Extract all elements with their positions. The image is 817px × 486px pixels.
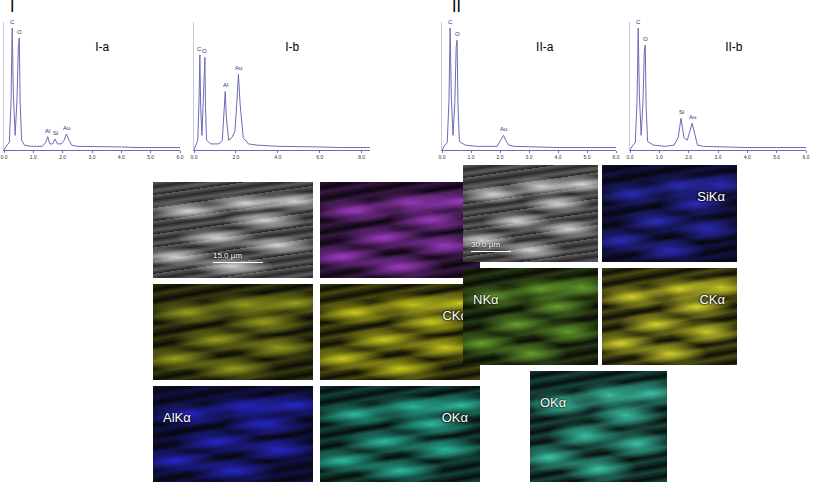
svg-text:O: O — [17, 29, 22, 35]
svg-text:1.0: 1.0 — [656, 154, 663, 160]
svg-text:Si: Si — [53, 130, 58, 136]
svg-text:2.0: 2.0 — [232, 154, 239, 160]
svg-text:Si: Si — [679, 109, 684, 115]
svg-text:8.0: 8.0 — [358, 154, 365, 160]
html-text:OKα: OKα — [441, 410, 468, 425]
svg-text:II-b: II-b — [725, 40, 743, 54]
svg-text:C: C — [197, 46, 202, 52]
svg-text:5.0: 5.0 — [147, 154, 154, 160]
svg-text:2.0: 2.0 — [59, 154, 66, 160]
svg-text:2.0: 2.0 — [497, 154, 504, 160]
svg-text:6.0: 6.0 — [316, 154, 323, 160]
svg-text:O: O — [202, 48, 207, 54]
svg-text:4.0: 4.0 — [118, 154, 125, 160]
svg-text:3.0: 3.0 — [89, 154, 96, 160]
svg-text:1.0: 1.0 — [30, 154, 37, 160]
svg-text:5.0: 5.0 — [584, 154, 591, 160]
svg-text:6.0: 6.0 — [177, 154, 184, 160]
svg-text:6.0: 6.0 — [803, 154, 810, 160]
svg-text:O: O — [643, 36, 648, 42]
svg-text:I-a: I-a — [95, 40, 109, 54]
svg-text:4.0: 4.0 — [274, 154, 281, 160]
svg-text:Au: Au — [500, 126, 507, 132]
svg-text:C: C — [636, 19, 641, 25]
svg-text:6.0: 6.0 — [613, 154, 620, 160]
svg-text:3.0: 3.0 — [526, 154, 533, 160]
svg-text:C: C — [448, 19, 453, 25]
svg-text:5.0: 5.0 — [773, 154, 780, 160]
html-text:CKα: CKα — [442, 308, 468, 323]
svg-text:0.0: 0.0 — [191, 154, 198, 160]
svg-text:I-b: I-b — [285, 40, 299, 54]
html-text:SiKα: SiKα — [697, 189, 725, 204]
html-text:30.0 µm: 30.0 µm — [471, 240, 501, 249]
svg-text:Au: Au — [63, 125, 70, 131]
html-text:15.0 µm: 15.0 µm — [213, 251, 243, 260]
svg-text:C: C — [10, 19, 15, 25]
svg-text:0.0: 0.0 — [1, 154, 8, 160]
html-text:OKα: OKα — [540, 395, 567, 410]
svg-text:O: O — [455, 31, 460, 37]
html-text:CKα: CKα — [699, 292, 725, 307]
svg-text:1.0: 1.0 — [468, 154, 475, 160]
svg-text:0.0: 0.0 — [627, 154, 634, 160]
svg-text:Au: Au — [689, 114, 696, 120]
html-text:NKα: NKα — [473, 292, 499, 307]
svg-text:Al: Al — [223, 82, 228, 88]
html-text:AlKα: AlKα — [163, 410, 191, 425]
svg-text:Al: Al — [45, 128, 50, 134]
svg-text:0.0: 0.0 — [439, 154, 446, 160]
svg-text:II-a: II-a — [536, 40, 554, 54]
svg-text:4.0: 4.0 — [555, 154, 562, 160]
svg-text:2.0: 2.0 — [685, 154, 692, 160]
svg-text:3.0: 3.0 — [715, 154, 722, 160]
svg-text:4.0: 4.0 — [744, 154, 751, 160]
svg-text:Au: Au — [235, 65, 242, 71]
